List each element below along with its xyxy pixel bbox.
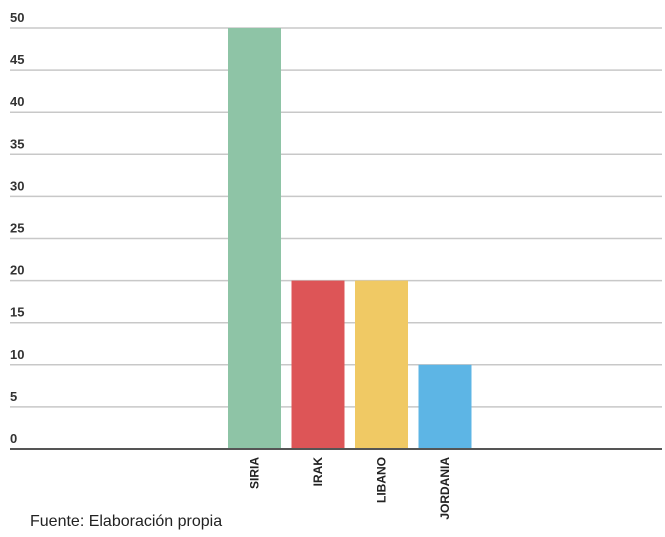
y-tick-label-0: 0 xyxy=(10,431,17,446)
category-labels: SIRIA IRAK LIBANO JORDANIA xyxy=(248,457,453,520)
bar-jordania xyxy=(418,364,472,449)
y-tick-label-30: 30 xyxy=(10,178,24,193)
x-category-label-libano: LIBANO xyxy=(375,457,389,503)
y-tick-label-45: 45 xyxy=(10,52,24,67)
source-note: Fuente: Elaboración propia xyxy=(30,513,223,530)
y-axis-tick-labels: 0 5 10 15 20 25 30 35 40 45 50 xyxy=(10,10,24,446)
x-category-label-irak: IRAK xyxy=(311,457,325,487)
bar-libano xyxy=(355,280,408,449)
y-tick-label-50: 50 xyxy=(10,10,24,25)
x-category-label-siria: SIRIA xyxy=(248,457,262,489)
y-tick-label-10: 10 xyxy=(10,347,24,362)
y-tick-label-25: 25 xyxy=(10,221,24,236)
y-tick-label-5: 5 xyxy=(10,389,17,404)
bar-siria xyxy=(228,28,281,449)
bar-irak xyxy=(291,280,345,449)
y-tick-label-35: 35 xyxy=(10,136,24,151)
y-tick-label-15: 15 xyxy=(10,305,24,320)
bars xyxy=(228,28,472,449)
y-tick-label-40: 40 xyxy=(10,94,24,109)
x-category-label-jordania: JORDANIA xyxy=(438,457,452,520)
y-tick-label-20: 20 xyxy=(10,263,24,278)
gridlines xyxy=(10,27,662,408)
